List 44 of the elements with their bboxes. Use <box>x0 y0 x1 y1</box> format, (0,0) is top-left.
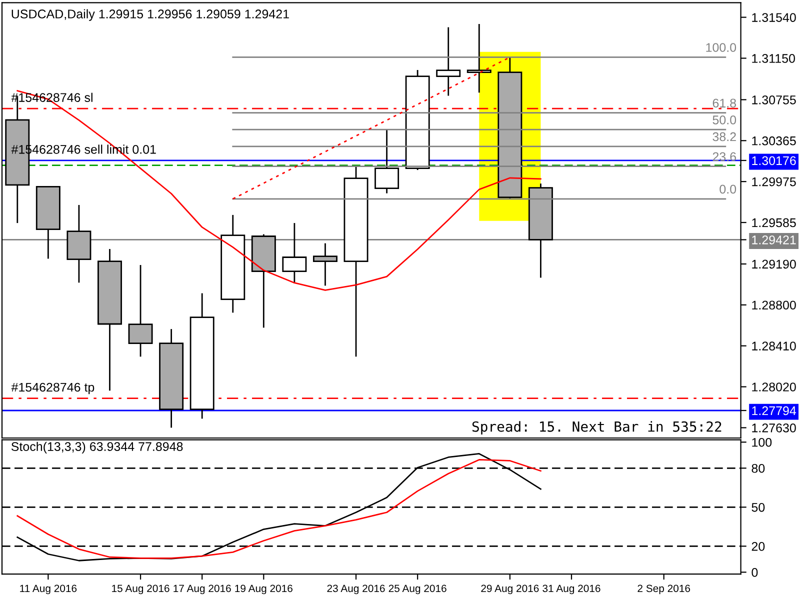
y-tick-label: 1.28800 <box>752 300 796 310</box>
chart-title: Stoch(13,3,3) 63.9344 77.8948 <box>11 442 183 454</box>
x-tick-label: 17 Aug 2016 <box>174 584 231 594</box>
y-tick-label: 1.27794 <box>752 406 796 416</box>
candlestick <box>436 26 461 96</box>
x-tick-label: 29 Aug 2016 <box>481 584 539 594</box>
annotation: Spread: 15. Next Bar in 535:22 <box>472 421 722 435</box>
y-tick-label: 1.28020 <box>752 382 796 392</box>
y-tick-label: 100 <box>752 438 772 447</box>
x-tick-label: 15 Aug 2016 <box>112 584 170 594</box>
annotation: 50.0 <box>712 116 736 124</box>
y-tick-label: 1.29421 <box>752 236 796 244</box>
candlestick <box>312 242 338 286</box>
candlestick <box>466 23 492 94</box>
annotation: 23.6 <box>712 152 736 162</box>
candlestick <box>282 222 307 284</box>
y-tick-label: 1.29190 <box>752 260 796 269</box>
x-tick-label: 23 Aug 2016 <box>327 584 385 594</box>
candlestick <box>374 129 400 194</box>
y-tick-label: 50 <box>752 502 765 512</box>
y-tick-label: 1.30755 <box>752 95 796 104</box>
annotation: 0.0 <box>720 184 736 194</box>
y-tick-label: 20 <box>752 542 765 551</box>
x-tick-label: 2 Sep 2016 <box>638 584 690 594</box>
annotation: 61.8 <box>712 98 736 108</box>
x-tick-label: 11 Aug 2016 <box>20 584 77 594</box>
x-tick-label: 25 Aug 2016 <box>388 584 446 594</box>
annotation: 38.2 <box>712 132 736 142</box>
y-tick-label: 1.29585 <box>752 218 796 228</box>
y-tick-label: 80 <box>752 464 765 473</box>
ref-line-label: #154628746 tp <box>11 382 94 394</box>
y-tick-label: 1.31150 <box>752 54 795 63</box>
x-tick-label: 19 Aug 2016 <box>235 584 292 594</box>
chart-title: USDCAD,Daily 1.29915 1.29956 1.29059 1.29421 <box>12 9 289 21</box>
y-tick-label: 1.28410 <box>752 342 796 350</box>
y-tick-label: 1.31540 <box>752 13 796 22</box>
x-tick-label: 31 Aug 2016 <box>542 584 600 594</box>
y-tick-label: 1.30365 <box>752 136 796 146</box>
y-tick-label: 1.27630 <box>752 424 796 432</box>
y-tick-label: 0 <box>752 568 758 577</box>
candlestick <box>128 264 153 358</box>
y-tick-label: 1.30176 <box>752 156 796 166</box>
y-tick-label: 1.29975 <box>752 177 796 186</box>
annotation: 100.0 <box>706 43 736 52</box>
